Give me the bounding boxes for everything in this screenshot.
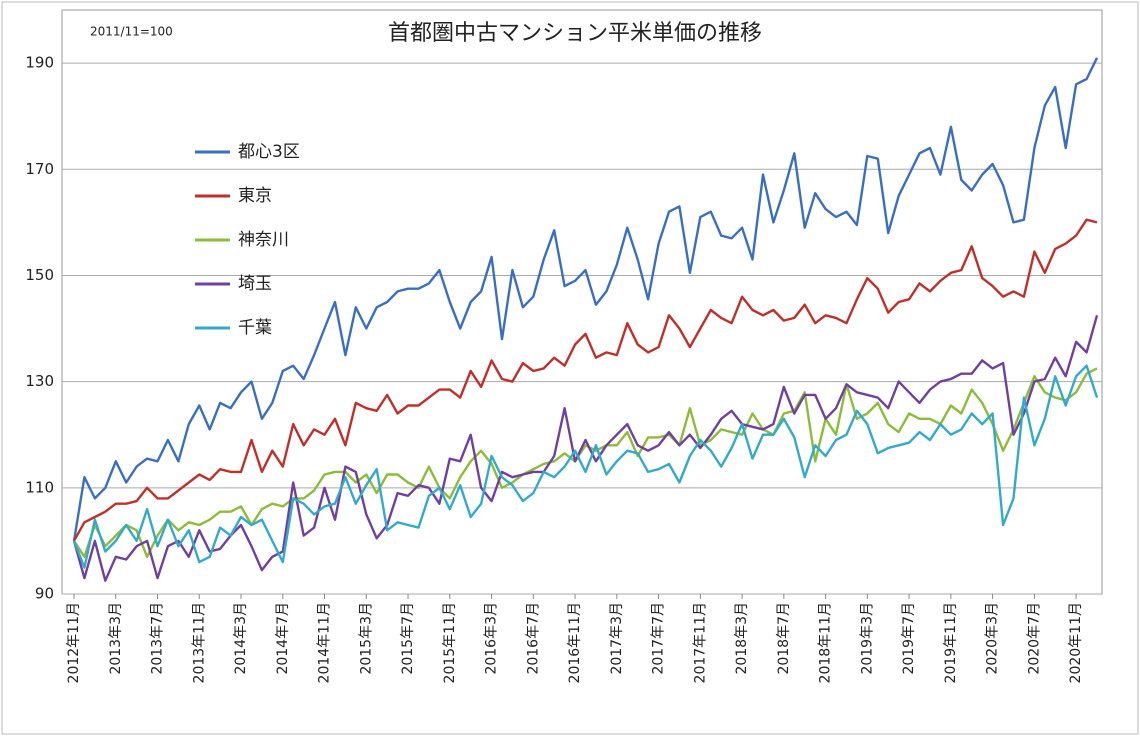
y-tick-label: 150 (25, 266, 54, 284)
x-tick-label: 2013年11月 (191, 602, 207, 683)
x-tick-label: 2018年11月 (818, 602, 834, 683)
series-line (72, 364, 1099, 569)
x-tick-label: 2014年11月 (317, 602, 333, 683)
x-tick-label: 2015年3月 (358, 602, 374, 675)
y-tick-label: 130 (25, 372, 54, 390)
x-tick-label: 2016年3月 (484, 602, 500, 675)
x-tick-label: 2020年7月 (1026, 602, 1042, 675)
x-tick-label: 2016年7月 (525, 602, 541, 675)
series-line (72, 218, 1098, 542)
x-tick-label: 2015年7月 (400, 602, 416, 675)
x-tick-label: 2012年11月 (66, 602, 82, 683)
series-line (72, 314, 1099, 582)
x-tick-label: 2020年11月 (1068, 602, 1084, 683)
x-tick-label: 2018年3月 (734, 602, 750, 675)
legend-label: 都心3区 (238, 142, 300, 162)
legend-label: 東京 (238, 186, 272, 206)
series-line (72, 57, 1099, 542)
x-tick-label: 2015年11月 (442, 602, 458, 683)
x-tick-label: 2020年3月 (985, 602, 1001, 675)
x-tick-label: 2017年7月 (651, 602, 667, 675)
legend-label: 埼玉 (238, 274, 272, 294)
x-tick-label: 2019年11月 (943, 602, 959, 683)
series-line (72, 367, 1098, 558)
x-tick-label: 2016年11月 (567, 602, 583, 683)
y-tick-label: 170 (25, 160, 54, 178)
subtitle: 2011/11=100 (90, 25, 173, 39)
y-tick-label: 90 (35, 585, 54, 603)
x-tick-label: 2017年11月 (692, 602, 708, 683)
x-tick-label: 2014年3月 (233, 602, 249, 675)
legend-label: 千葉 (238, 318, 272, 338)
x-tick-label: 2019年7月 (901, 602, 917, 675)
x-tick-label: 2017年3月 (609, 602, 625, 675)
x-tick-label: 2013年3月 (108, 602, 124, 675)
chart-title: 首都圏中古マンション平米単価の推移 (388, 21, 762, 46)
x-tick-label: 2019年3月 (859, 602, 875, 675)
y-tick-label: 190 (25, 54, 54, 72)
x-tick-label: 2014年7月 (275, 602, 291, 675)
legend-label: 神奈川 (238, 230, 289, 250)
y-tick-label: 110 (25, 478, 54, 496)
x-tick-label: 2018年7月 (776, 602, 792, 675)
x-tick-label: 2013年7月 (150, 602, 166, 675)
